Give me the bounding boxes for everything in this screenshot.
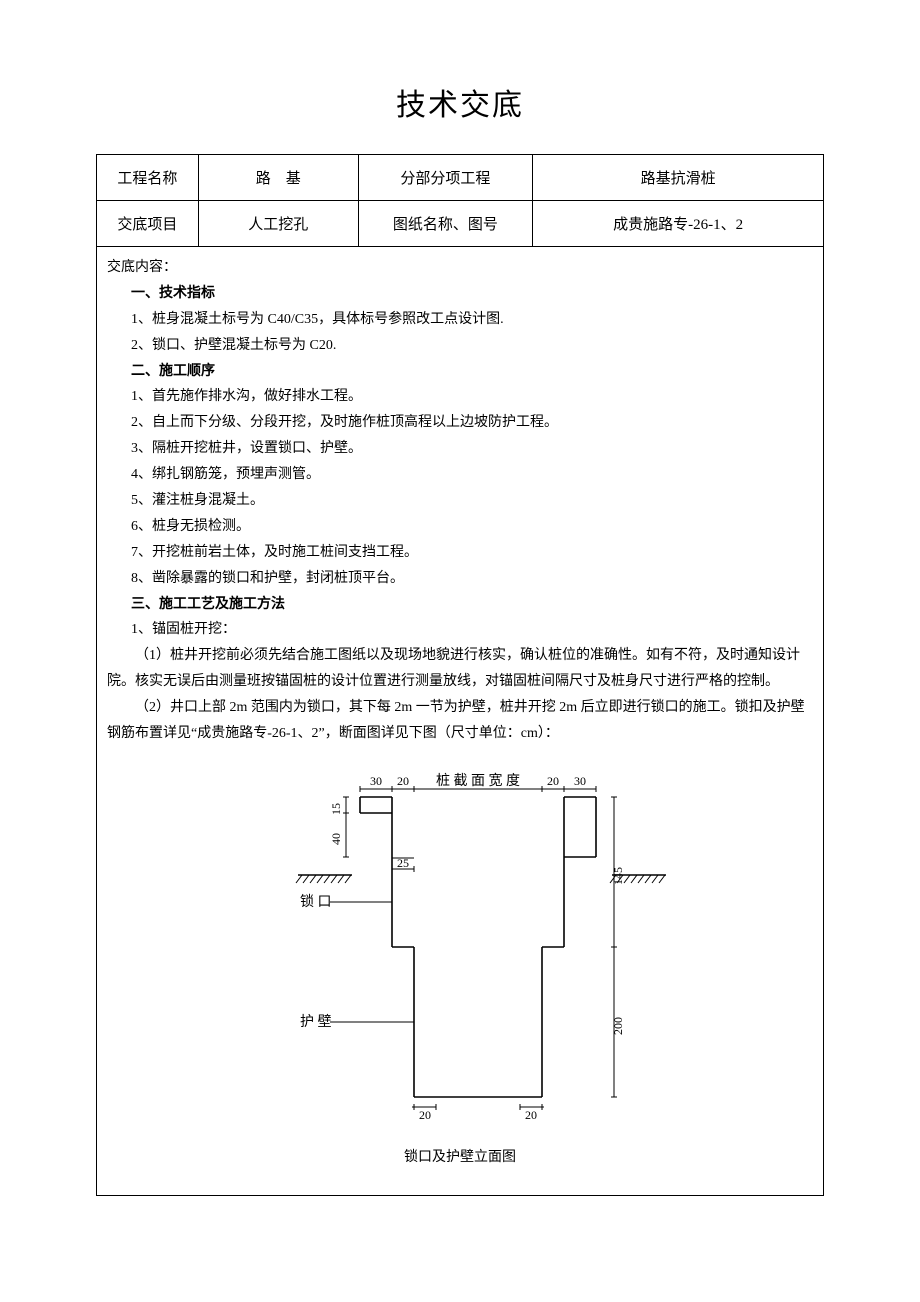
s1-item-1: 1、桩身混凝土标号为 C40/C35，具体标号参照改工点设计图. — [131, 307, 817, 333]
svg-text:锁 口: 锁 口 — [300, 894, 332, 910]
svg-text:200: 200 — [611, 1017, 625, 1035]
svg-text:20: 20 — [419, 1108, 431, 1122]
diagram-holder: 30202030桩 截 面 宽 度1540251452002020锁 口护 壁 — [103, 767, 817, 1127]
svg-text:30: 30 — [574, 774, 586, 788]
lock-wall-elevation-diagram: 30202030桩 截 面 宽 度1540251452002020锁 口护 壁 — [240, 767, 680, 1127]
svg-text:20: 20 — [525, 1108, 537, 1122]
intro-label: 交底内容： — [107, 255, 817, 281]
hdr-r2c1: 交底项目 — [97, 201, 199, 247]
hdr-r2c2: 人工挖孔 — [198, 201, 358, 247]
svg-text:20: 20 — [547, 774, 559, 788]
s2-item-8: 8、凿除暴露的锁口和护壁，封闭桩顶平台。 — [131, 566, 817, 592]
svg-text:20: 20 — [397, 774, 409, 788]
page-title: 技术交底 — [96, 80, 824, 124]
svg-text:40: 40 — [329, 833, 343, 845]
hdr-r1c1: 工程名称 — [97, 155, 199, 201]
section-2-title: 二、施工顺序 — [131, 359, 817, 385]
s2-item-6: 6、桩身无损检测。 — [131, 514, 817, 540]
content-box: 交底内容： 一、技术指标 1、桩身混凝土标号为 C40/C35，具体标号参照改工… — [96, 247, 824, 1196]
header-table: 工程名称 路 基 分部分项工程 路基抗滑桩 交底项目 人工挖孔 图纸名称、图号 … — [96, 154, 824, 247]
hdr-r2c4: 成贵施路专-26-1、2 — [533, 201, 824, 247]
hdr-r1c3: 分部分项工程 — [358, 155, 532, 201]
s3-para-1: （1）桩井开挖前必须先结合施工图纸以及现场地貌进行核实，确认桩位的准确性。如有不… — [107, 643, 817, 695]
svg-text:护 壁: 护 壁 — [300, 1014, 332, 1030]
svg-text:25: 25 — [397, 856, 409, 870]
section-3-title: 三、施工工艺及施工方法 — [131, 592, 817, 618]
s2-item-4: 4、绑扎钢筋笼，预埋声测管。 — [131, 462, 817, 488]
section-1-title: 一、技术指标 — [131, 281, 817, 307]
svg-text:30: 30 — [370, 774, 382, 788]
hdr-r1c2: 路 基 — [198, 155, 358, 201]
s1-item-2: 2、锁口、护壁混凝土标号为 C20. — [131, 333, 817, 359]
svg-text:15: 15 — [329, 803, 343, 815]
hdr-r2c3: 图纸名称、图号 — [358, 201, 532, 247]
hdr-r1c4: 路基抗滑桩 — [533, 155, 824, 201]
s2-item-3: 3、隔桩开挖桩井，设置锁口、护壁。 — [131, 436, 817, 462]
s3-para-2: （2）井口上部 2m 范围内为锁口，其下每 2m 一节为护壁，桩井开挖 2m 后… — [107, 695, 817, 747]
s2-item-5: 5、灌注桩身混凝土。 — [131, 488, 817, 514]
s3-item-1: 1、锚固桩开挖： — [131, 617, 817, 643]
svg-text:桩 截 面 宽 度: 桩 截 面 宽 度 — [436, 772, 520, 789]
diagram-caption: 锁口及护壁立面图 — [103, 1145, 817, 1171]
s2-item-2: 2、自上而下分级、分段开挖，及时施作桩顶高程以上边坡防护工程。 — [131, 410, 817, 436]
s2-item-1: 1、首先施作排水沟，做好排水工程。 — [131, 384, 817, 410]
s2-item-7: 7、开挖桩前岩土体，及时施工桩间支挡工程。 — [131, 540, 817, 566]
